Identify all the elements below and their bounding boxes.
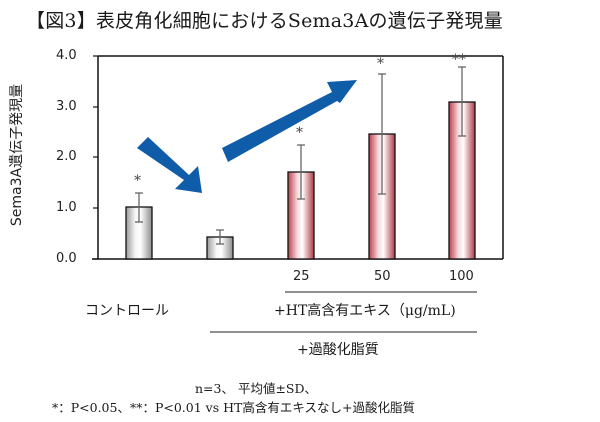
footnote-line-1: n=3、 平均値±SD、 (195, 381, 318, 396)
significance-marker: ** (452, 52, 466, 68)
extract-label: +HT高含有エキス（μg/mL) (274, 303, 456, 319)
significance-marker: * (134, 173, 141, 189)
control-label: コントロール (85, 303, 169, 319)
footnote-line-2: *：P<0.05、**：P<0.01 vs HT高含有エキスなし+過酸化脂質 (52, 400, 415, 415)
bar-extract-50 (368, 73, 396, 260)
bar-lipid-only (206, 229, 234, 260)
y-tick-label: 2.0 (56, 149, 77, 164)
y-axis-ticks (93, 55, 98, 260)
bar-control (125, 192, 153, 260)
x-concentration-label: 25 (293, 269, 310, 284)
x-concentration-label: 100 (449, 269, 474, 284)
y-tick-label: 4.0 (56, 48, 77, 63)
chart-title: 【図3】表皮角化細胞におけるSema3Aの遺伝子発現量 (26, 10, 503, 32)
y-tick-label: 3.0 (56, 99, 77, 114)
bar-extract-25 (287, 144, 315, 260)
y-tick-label: 0.0 (56, 251, 77, 266)
x-concentration-label: 50 (374, 269, 391, 284)
lipid-label: +過酸化脂質 (297, 342, 379, 358)
significance-marker: * (377, 56, 384, 72)
y-tick-label: 1.0 (56, 200, 77, 215)
increase-arrow-icon (222, 80, 357, 162)
decrease-arrow-icon (137, 137, 202, 193)
significance-marker: * (296, 125, 303, 141)
bar-extract-100 (448, 66, 476, 260)
